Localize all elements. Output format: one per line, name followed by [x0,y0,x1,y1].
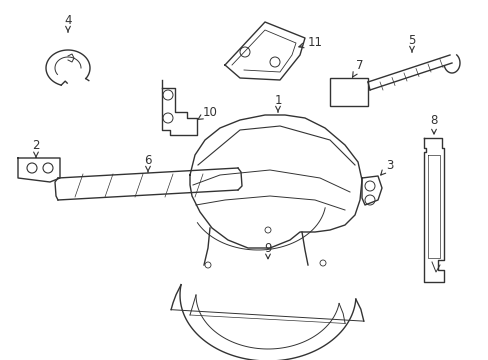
Text: 4: 4 [64,14,72,32]
Text: 11: 11 [298,36,322,49]
Text: 6: 6 [144,153,151,172]
Text: 3: 3 [380,158,393,175]
Text: 8: 8 [429,113,437,134]
Text: 5: 5 [407,33,415,52]
Bar [329,78,367,106]
Text: 10: 10 [197,105,217,120]
Text: 7: 7 [352,59,363,77]
Text: 9: 9 [264,242,271,259]
Text: 1: 1 [274,94,281,112]
Text: 2: 2 [32,139,40,157]
